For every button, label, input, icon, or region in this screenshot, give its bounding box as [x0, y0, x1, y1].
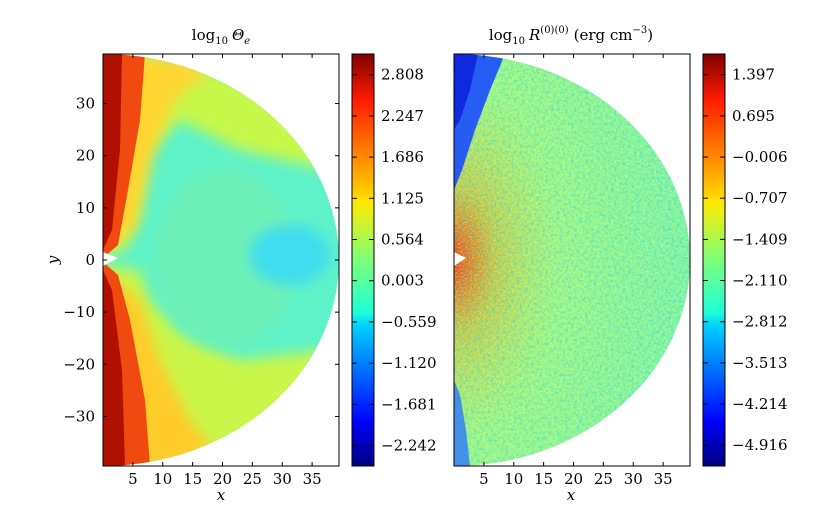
- theta-e-colorbar-tick-label: 2.247: [381, 107, 424, 125]
- theta-e-x-tick-label: 10: [153, 470, 172, 488]
- radiation-colorbar: 1.397 0.695 −0.006 −0.707 −1.409 −2.110 −2.812…: [702, 53, 788, 467]
- theta-e-y-label: y: [44, 255, 62, 265]
- radiation-colorbar-tick-label: −1.409: [732, 230, 788, 248]
- radiation-colorbar-tick-label: 0.695: [732, 107, 775, 125]
- theta-e-colorbar-tick-label: −1.120: [381, 354, 437, 372]
- theta-e-y-tick-label: −10: [63, 303, 95, 321]
- theta-e-colorbar-tick-label: 2.808: [381, 66, 424, 84]
- theta-e-x-tick-label: 30: [273, 470, 292, 488]
- theta-e-x-ticks: 5 10 15 20 25 30 35: [128, 54, 322, 488]
- radiation-x-tick-label: 35: [654, 470, 673, 488]
- radiation-colorbar-tick-label: −2.812: [732, 313, 788, 331]
- theta-e-title: log10 Θe: [192, 26, 250, 47]
- theta-e-x-tick-label: 15: [183, 470, 202, 488]
- theta-e-colorbar: 2.808 2.247 1.686 1.125 0.564 0.003 −0.559 −1.1…: [351, 53, 437, 467]
- radiation-colorbar-tick-label: −2.110: [732, 272, 788, 290]
- radiation-panel: 5 10 15 20 25 30 35 log10 R(0)(0) (erg cm−3) x: [453, 25, 691, 504]
- radiation-x-tick-label: 20: [564, 470, 583, 488]
- theta-e-y-tick-label: −30: [63, 407, 95, 425]
- radiation-frame: [453, 53, 691, 467]
- theta-e-y-tick-label: 20: [76, 147, 95, 165]
- radiation-field: [454, 54, 690, 466]
- radiation-title: log10 R(0)(0) (erg cm−3): [489, 25, 653, 47]
- radiation-colorbar-tick-label: −0.006: [732, 148, 788, 166]
- theta-e-y-tick-label: 10: [76, 199, 95, 217]
- theta-e-colorbar-tick-label: 1.686: [381, 148, 424, 166]
- theta-e-colorbar-tick-label: 0.003: [381, 272, 424, 290]
- theta-e-field: [103, 54, 339, 466]
- theta-e-x-label: x: [217, 486, 226, 504]
- theta-e-x-tick-label: 25: [243, 470, 262, 488]
- radiation-colorbar-tick-label: −3.513: [732, 354, 788, 372]
- theta-e-colorbar-tick-label: 0.564: [381, 231, 424, 249]
- radiation-x-tick-label: 25: [594, 470, 613, 488]
- theta-e-colorbar-tick-label: −1.681: [381, 395, 437, 413]
- radiation-colorbar-gradient: [702, 53, 726, 467]
- theta-e-colorbar-tick-label: −2.242: [381, 437, 437, 455]
- theta-e-y-tick-label: 30: [76, 95, 95, 113]
- theta-e-y-tick-label: −20: [63, 355, 95, 373]
- radiation-x-tick-label: 5: [479, 470, 489, 488]
- theta-e-x-tick-label: 5: [128, 470, 138, 488]
- theta-e-colorbar-tick-label: 1.125: [381, 189, 424, 207]
- theta-e-panel: 5 10 15 20 25 30 35 30 20 10 0 −10 −20 −30 log10 Θe x…: [44, 26, 340, 504]
- theta-e-x-tick-label: 20: [213, 470, 232, 488]
- theta-e-colorbar-tick-label: −0.559: [381, 313, 437, 331]
- radiation-colorbar-tick-label: −4.214: [732, 395, 788, 413]
- radiation-colorbar-ticks: 1.397 0.695 −0.006 −0.707 −1.409 −2.110 −2.812…: [703, 66, 788, 454]
- radiation-colorbar-tick-label: −0.707: [732, 189, 788, 207]
- radiation-x-tick-label: 30: [624, 470, 643, 488]
- theta-e-colorbar-ticks: 2.808 2.247 1.686 1.125 0.564 0.003 −0.559 −1.1…: [352, 66, 437, 455]
- radiation-colorbar-tick-label: 1.397: [732, 66, 775, 84]
- radiation-x-tick-label: 10: [504, 470, 523, 488]
- radiation-colorbar-tick-label: −4.916: [732, 436, 788, 454]
- theta-e-colorbar-gradient: [351, 53, 375, 467]
- radiation-x-ticks: 5 10 15 20 25 30 35: [479, 54, 673, 488]
- theta-e-x-tick-label: 35: [303, 470, 322, 488]
- theta-e-y-ticks: 30 20 10 0 −10 −20 −30: [63, 95, 339, 425]
- radiation-x-tick-label: 15: [534, 470, 553, 488]
- radiation-x-label: x: [567, 486, 576, 504]
- theta-e-y-tick-label: 0: [85, 251, 95, 269]
